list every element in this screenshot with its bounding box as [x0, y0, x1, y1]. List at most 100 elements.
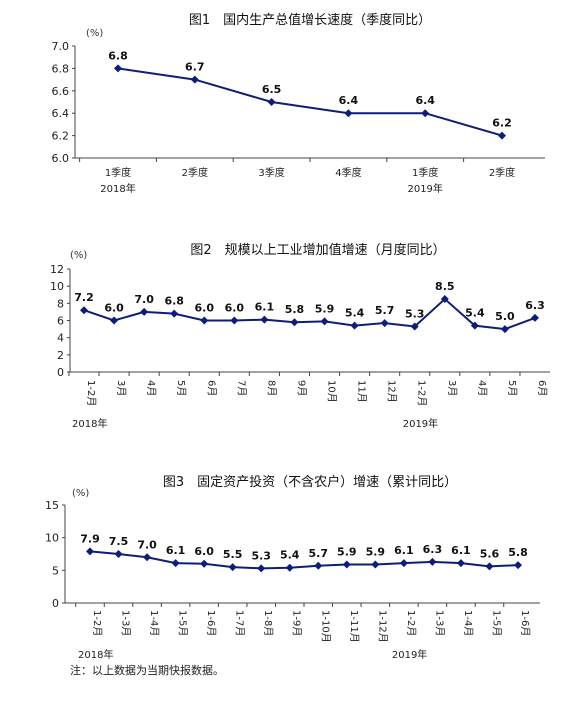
c3-data-label: 6.0 — [194, 545, 214, 558]
c2-y-tick-label: 2 — [57, 349, 64, 362]
c3-series-line — [89, 550, 519, 570]
c1-y-tick-label: 7.0 — [52, 40, 70, 53]
c1-y-tick-label: 6.0 — [52, 152, 70, 165]
c2-x-tick-label: 6月 — [205, 380, 217, 396]
c3-data-point — [342, 560, 351, 569]
c3-unit-label: (%) — [72, 488, 89, 499]
c2-data-label: 5.9 — [315, 302, 335, 315]
c2-x-tick-label: 1-2月 — [416, 380, 428, 406]
c1-data-point — [421, 109, 430, 118]
c3-x-tick-label: 1-11月 — [348, 610, 360, 643]
c2-x-tick-label: 4月 — [145, 380, 157, 396]
c3-data-point — [514, 561, 522, 570]
c1-x-tick-label: 4季度 — [335, 166, 361, 179]
c2-y-tick-label: 8 — [57, 297, 64, 310]
chart-industrial-growth: 图2 规模以上工业增加值增速（月度同比） (%) 0 2 4 6 8 10 12 1-2月 3月 4月… — [50, 242, 550, 430]
c2-data-point — [531, 313, 539, 322]
c2-data-point — [260, 315, 269, 324]
c1-title: 图1 国内生产总值增长速度（季度同比） — [189, 12, 431, 28]
c1-data-label: 6.4 — [339, 94, 359, 107]
c3-data-label: 6.1 — [451, 544, 471, 557]
c3-x-tick-label: 1-3月 — [120, 610, 132, 636]
c2-data-label: 5.4 — [465, 307, 485, 320]
c3-data-point — [314, 561, 323, 570]
c3-data-point — [371, 560, 380, 569]
c2-data-label: 6.1 — [255, 301, 275, 314]
c1-data-label: 6.7 — [185, 61, 205, 74]
c1-y-tick-label: 6.8 — [52, 62, 70, 75]
c3-y-tick-label: 10 — [45, 532, 59, 545]
c1-data-point — [267, 98, 276, 106]
c2-data-label: 6.3 — [525, 299, 545, 312]
c3-data-label: 6.3 — [423, 543, 443, 556]
c3-x-tick-label: 1-7月 — [234, 610, 246, 636]
c2-year-label: 2019年 — [403, 417, 438, 430]
c3-data-label: 6.1 — [166, 544, 186, 557]
c2-data-label: 8.5 — [435, 280, 455, 293]
c1-unit-label: (%) — [86, 28, 103, 39]
c2-x-tick-label: 3月 — [446, 380, 458, 396]
c2-data-label: 6.0 — [195, 302, 215, 315]
c3-data-label: 7.0 — [137, 538, 157, 551]
c2-data-point — [320, 317, 329, 326]
c3-data-label: 6.1 — [394, 544, 414, 557]
c3-x-tick-label: 1-5月 — [177, 610, 189, 636]
c3-x-tick-label: 1-6月 — [205, 610, 217, 636]
c2-data-label: 5.0 — [495, 310, 515, 323]
c2-data-point — [500, 325, 509, 334]
c1-x-tick-label: 3季度 — [258, 166, 284, 179]
c2-x-tick-label: 8月 — [265, 380, 277, 396]
c3-data-point — [228, 563, 237, 572]
c3-data-label: 7.9 — [80, 532, 100, 545]
c1-x-tick-label: 1季度 — [412, 166, 438, 179]
c1-data-label: 6.2 — [492, 117, 512, 130]
c1-data-label: 6.4 — [415, 94, 435, 107]
c1-data-label: 6.5 — [262, 83, 282, 96]
c3-data-label: 5.7 — [309, 547, 329, 560]
c2-data-point — [80, 306, 88, 315]
c2-x-tick-label: 5月 — [506, 380, 518, 396]
c2-data-point — [290, 318, 299, 327]
c2-x-tick-label: 4月 — [476, 380, 488, 396]
c2-data-point — [380, 319, 389, 328]
c3-x-tick-label: 1-4月 — [462, 610, 474, 636]
c3-year-label: 2019年 — [392, 648, 427, 660]
c3-x-tick-label: 1-2月 — [91, 610, 103, 636]
c2-data-point — [350, 321, 359, 330]
c3-x-tick-label: 1-5月 — [490, 610, 502, 636]
c2-data-point — [410, 322, 419, 331]
c2-x-tick-label: 6月 — [536, 380, 548, 396]
c1-x-tick-label: 2季度 — [182, 166, 208, 179]
c3-data-label: 5.6 — [480, 547, 500, 560]
c3-x-tick-label: 1-6月 — [519, 610, 531, 636]
c1-x-tick-label: 2季度 — [489, 166, 515, 179]
c1-data-point — [190, 75, 199, 84]
c2-data-point — [470, 321, 479, 330]
c2-y-tick-label: 10 — [50, 280, 64, 293]
c3-x-tick-label: 1-10月 — [319, 610, 331, 643]
c3-x-tick-label: 1-8月 — [262, 610, 274, 636]
c2-data-label: 5.7 — [375, 304, 395, 317]
c2-data-point — [170, 309, 179, 318]
c2-year-label: 2018年 — [72, 417, 107, 430]
c1-data-point — [344, 109, 353, 118]
c2-data-point — [110, 316, 119, 325]
c3-data-point — [143, 553, 152, 562]
c2-y-tick-label: 4 — [57, 332, 64, 345]
c3-data-label: 5.3 — [251, 549, 271, 562]
c3-title: 图3 固定资产投资（不含农户）增速（累计同比） — [163, 474, 457, 490]
c3-data-point — [485, 562, 494, 571]
footnote: 注：以上数据为当期快报数据。 — [70, 664, 224, 677]
c2-data-label: 7.0 — [134, 293, 154, 306]
c3-data-label: 7.5 — [109, 535, 129, 548]
c3-year-label: 2018年 — [78, 648, 113, 660]
chart-fixed-asset-investment: 图3 固定资产投资（不含农户）增速（累计同比） (%) 0 5 10 15 1-2月 1-3月… — [45, 474, 540, 660]
c2-data-label: 6.0 — [225, 302, 245, 315]
c1-data-point — [498, 131, 506, 140]
c3-data-label: 5.8 — [508, 546, 528, 559]
c3-y-tick-label: 15 — [45, 499, 59, 512]
c2-x-tick-label: 10月 — [326, 380, 338, 403]
c3-data-label: 5.9 — [366, 545, 386, 558]
c2-x-tick-label: 12月 — [386, 380, 398, 403]
c2-unit-label: (%) — [70, 250, 87, 261]
